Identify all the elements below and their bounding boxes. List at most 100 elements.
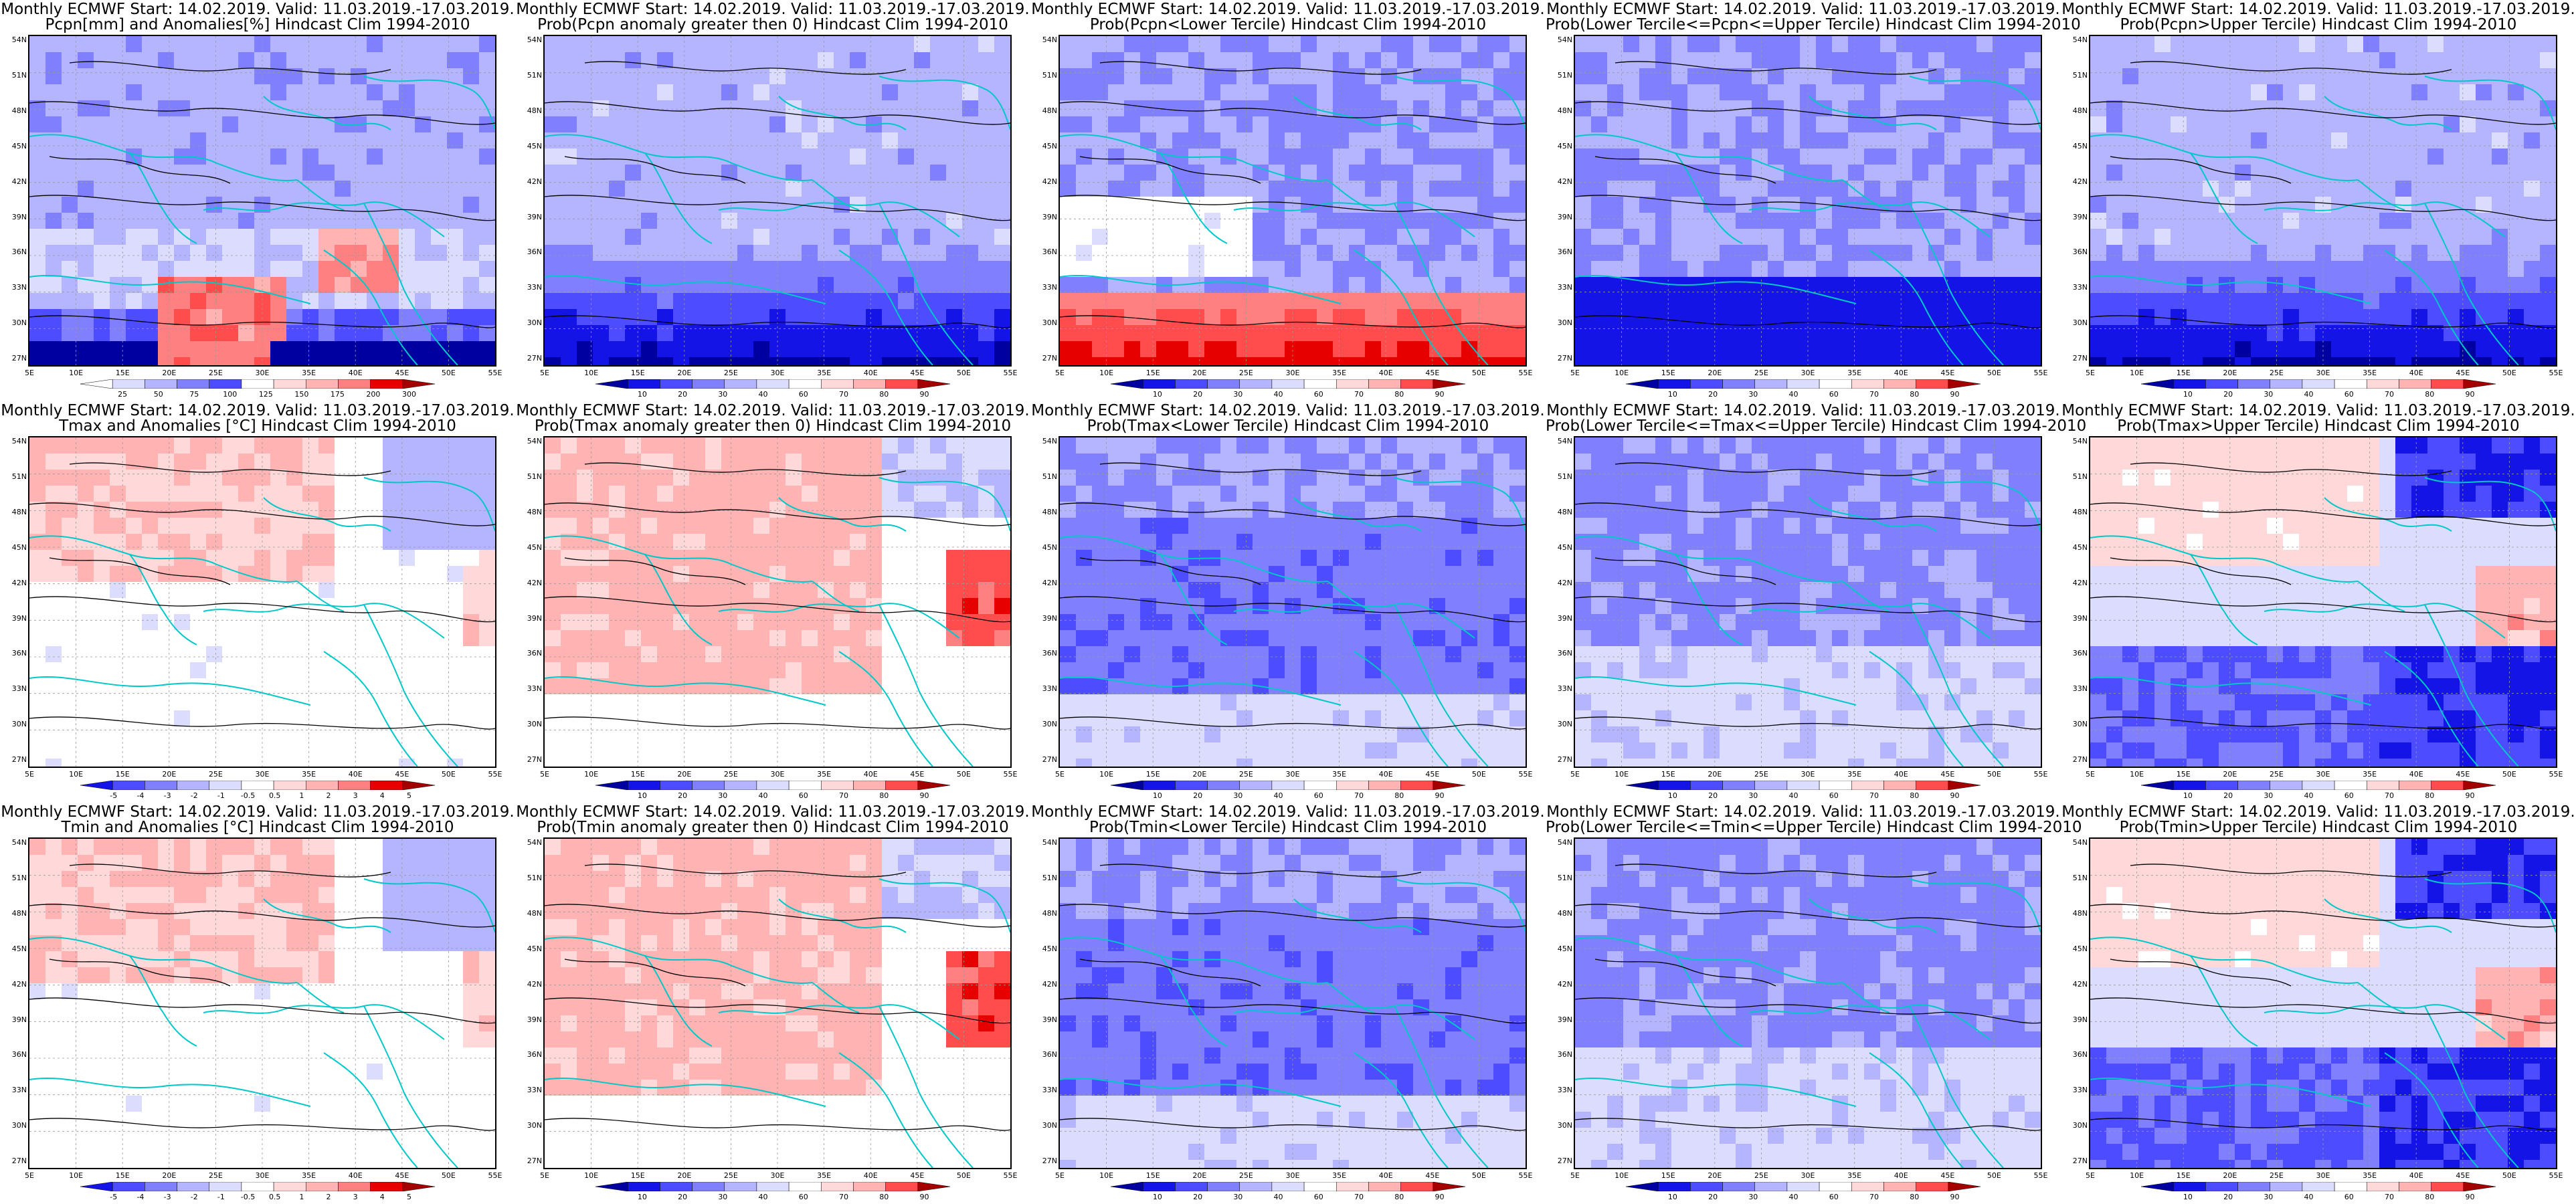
lon-label: 10E xyxy=(69,1171,84,1180)
lon-label: 30E xyxy=(1801,369,1815,377)
colorbar-label: 30 xyxy=(1748,1193,1758,1201)
lat-label: 36N xyxy=(1557,1050,1572,1060)
panel-title-line1: Monthly ECMWF Start: 14.02.2019. Valid: … xyxy=(1,803,515,821)
lon-label: 30E xyxy=(255,369,270,377)
lat-label: 42N xyxy=(1557,979,1572,989)
lon-label: 50E xyxy=(441,770,456,779)
lon-label: 50E xyxy=(1987,770,2001,779)
lat-label: 27N xyxy=(1042,1157,1057,1166)
lat-label: 33N xyxy=(1557,1086,1572,1095)
map-field xyxy=(1060,839,1526,1168)
panel-title-line2: Prob(Lower Tercile<=Pcpn<=Upper Tercile)… xyxy=(1546,16,2081,33)
lat-label: 48N xyxy=(1557,908,1572,918)
lat-label: 54N xyxy=(2072,838,2088,847)
lat-label: 45N xyxy=(527,141,542,150)
colorbar-label: 10 xyxy=(2183,390,2193,399)
lat-label: 54N xyxy=(1557,838,1572,847)
lat-label: 54N xyxy=(1042,35,1057,44)
lat-label: 39N xyxy=(1557,613,1572,623)
lon-label: 15E xyxy=(1661,770,1675,779)
lat-label: 36N xyxy=(1042,649,1057,658)
lat-label: 27N xyxy=(2072,1157,2088,1166)
map-plot-area xyxy=(2089,837,2557,1169)
lat-label: 39N xyxy=(1042,212,1057,221)
lat-label: 30N xyxy=(1557,1121,1572,1130)
panel-title-line2: Prob(Pcpn anomaly greater then 0) Hindca… xyxy=(537,16,1008,33)
colorbar-label: -1 xyxy=(217,1193,225,1201)
colorbar-label: 40 xyxy=(2304,1193,2314,1201)
lon-label: 30E xyxy=(1801,1171,1815,1180)
colorbar-label: 60 xyxy=(2344,791,2354,800)
panel-title-line1: Monthly ECMWF Start: 14.02.2019. Valid: … xyxy=(2061,402,2575,419)
lat-label: 30N xyxy=(1557,720,1572,729)
colorbar-label: 30 xyxy=(1233,1193,1243,1201)
colorbar-label: 20 xyxy=(678,791,688,800)
lon-label: 50E xyxy=(956,770,971,779)
colorbar-label: 10 xyxy=(637,390,647,399)
colorbar-label: 300 xyxy=(401,390,416,399)
lat-label: 33N xyxy=(11,1086,27,1095)
lon-label: 35E xyxy=(817,770,832,779)
colorbar-label: 60 xyxy=(798,791,808,800)
lon-label: 5E xyxy=(2086,369,2095,377)
lat-label: 27N xyxy=(11,755,27,765)
colorbar-label: 2 xyxy=(326,791,331,800)
colorbar-label: 20 xyxy=(1193,390,1203,399)
lon-label: 20E xyxy=(1192,369,1207,377)
lon-label: 20E xyxy=(1708,770,1722,779)
lat-label: 42N xyxy=(11,979,27,989)
map-panel-tmin-upper: Monthly ECMWF Start: 14.02.2019. Valid: … xyxy=(2061,803,2576,1204)
lat-label: 33N xyxy=(2072,684,2088,694)
lat-label: 45N xyxy=(1042,542,1057,552)
lon-label: 55E xyxy=(2549,770,2563,779)
map-panel-pcpn-prob-pos: Monthly ECMWF Start: 14.02.2019. Valid: … xyxy=(515,0,1030,401)
colorbar-label: 20 xyxy=(1708,1193,1718,1201)
colorbar-label: 20 xyxy=(1193,791,1203,800)
panel-title-line2: Prob(Pcpn<Lower Tercile) Hindcast Clim 1… xyxy=(1089,16,1487,33)
lat-label: 33N xyxy=(2072,1086,2088,1095)
colorbar-label: 60 xyxy=(2344,390,2354,399)
lon-label: 5E xyxy=(1055,1171,1065,1180)
lon-label: 5E xyxy=(25,369,34,377)
lon-label: 25E xyxy=(2269,1171,2284,1180)
lat-label: 51N xyxy=(1557,472,1572,481)
lon-label: 30E xyxy=(1801,770,1815,779)
colorbar-label: -5 xyxy=(110,791,118,800)
lon-label: 15E xyxy=(1661,1171,1675,1180)
lon-label: 50E xyxy=(2502,369,2516,377)
lon-label: 15E xyxy=(2176,770,2191,779)
lon-label: 10E xyxy=(1099,770,1114,779)
colorbar-label: 30 xyxy=(1748,791,1758,800)
lon-label: 40E xyxy=(2409,1171,2423,1180)
lat-label: 33N xyxy=(527,684,542,694)
lat-label: 33N xyxy=(1042,283,1057,292)
lon-label: 5E xyxy=(1055,369,1065,377)
lon-label: 35E xyxy=(1847,369,1862,377)
lat-label: 48N xyxy=(527,106,542,115)
lat-label: 36N xyxy=(1557,247,1572,257)
lon-label: 15E xyxy=(115,1171,130,1180)
lat-label: 42N xyxy=(2072,979,2088,989)
map-plot-area xyxy=(543,436,1012,768)
lat-label: 30N xyxy=(1042,318,1057,328)
lon-label: 40E xyxy=(863,369,878,377)
lon-label: 5E xyxy=(1570,770,1580,779)
lon-label: 45E xyxy=(910,1171,925,1180)
map-plot-area xyxy=(1574,837,2042,1169)
lat-label: 42N xyxy=(1042,177,1057,186)
lon-label: 20E xyxy=(1192,770,1207,779)
map-panel-pcpn-lower: Monthly ECMWF Start: 14.02.2019. Valid: … xyxy=(1030,0,1546,401)
lon-label: 50E xyxy=(1471,1171,1486,1180)
panel-title-line1: Monthly ECMWF Start: 14.02.2019. Valid: … xyxy=(1031,402,1545,419)
colorbar-label: 80 xyxy=(1394,1193,1404,1201)
lon-label: 40E xyxy=(1378,369,1393,377)
lat-label: 51N xyxy=(2072,472,2088,481)
colorbar-label: 10 xyxy=(2183,791,2193,800)
lon-label: 55E xyxy=(2033,1171,2048,1180)
lat-label: 36N xyxy=(2072,1050,2088,1060)
colorbar-label: 20 xyxy=(678,390,688,399)
lon-label: 50E xyxy=(2502,1171,2516,1180)
colorbar-label: -3 xyxy=(163,791,171,800)
lat-label: 54N xyxy=(527,35,542,44)
panel-title-line2: Prob(Tmin<Lower Tercile) Hindcast Clim 1… xyxy=(1089,819,1487,836)
